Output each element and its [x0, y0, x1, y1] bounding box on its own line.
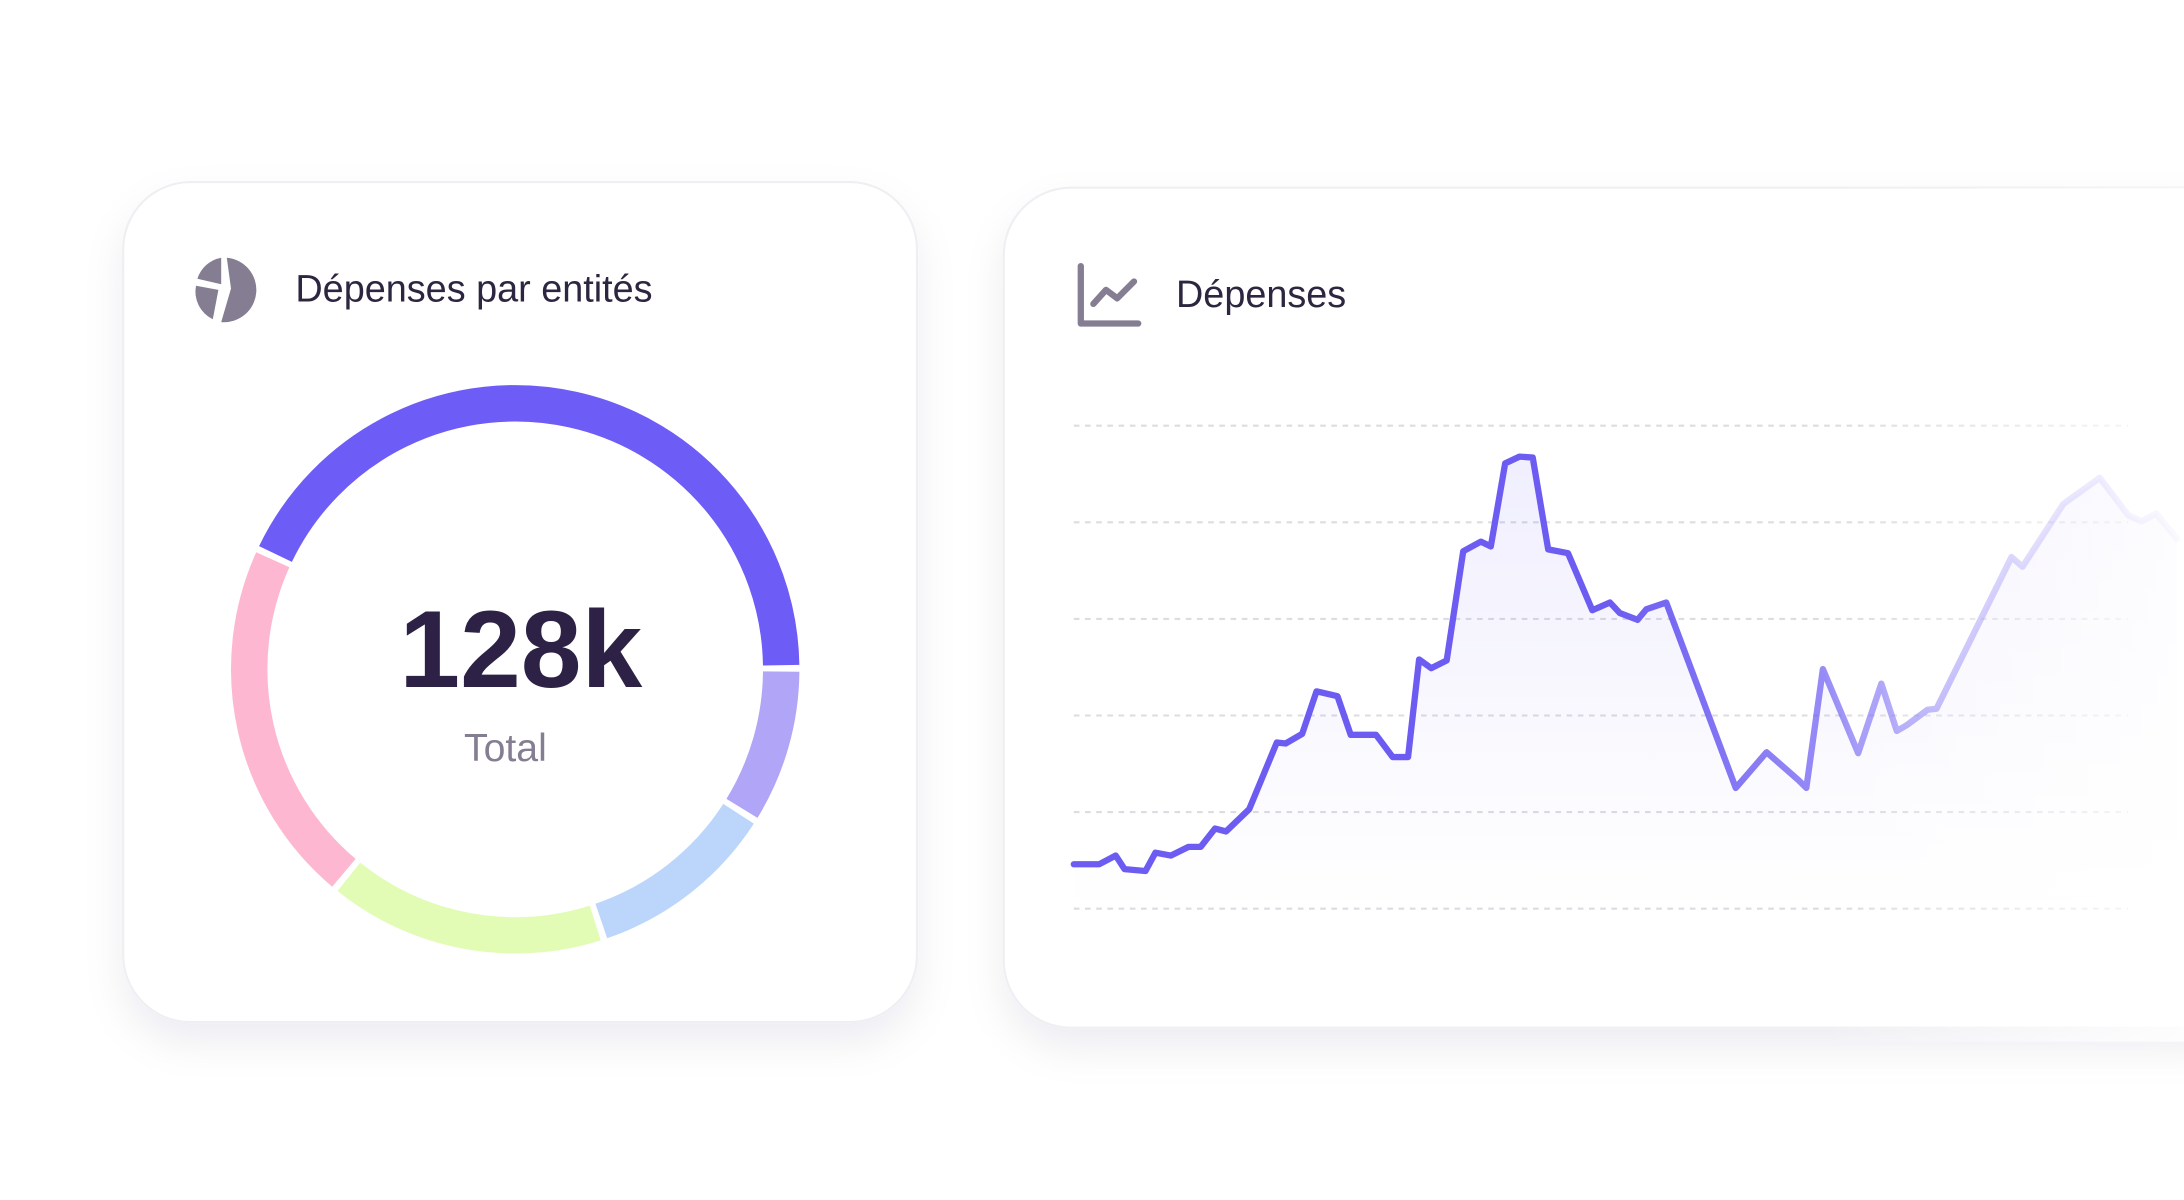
donut-segment: [726, 671, 800, 818]
pie-icon: [195, 257, 257, 323]
donut-segment: [595, 803, 754, 939]
total-label: Total: [464, 727, 547, 770]
card-title: Dépenses par entités: [295, 268, 652, 310]
line-icon: [1077, 262, 1142, 327]
donut-segment: [337, 862, 601, 954]
donut-segment: [231, 552, 356, 887]
total-value: 128k: [399, 589, 642, 711]
card-title: Dépenses: [1176, 274, 1346, 316]
fade-overlay: [1820, 187, 2184, 1042]
donut-segment: [259, 385, 800, 666]
